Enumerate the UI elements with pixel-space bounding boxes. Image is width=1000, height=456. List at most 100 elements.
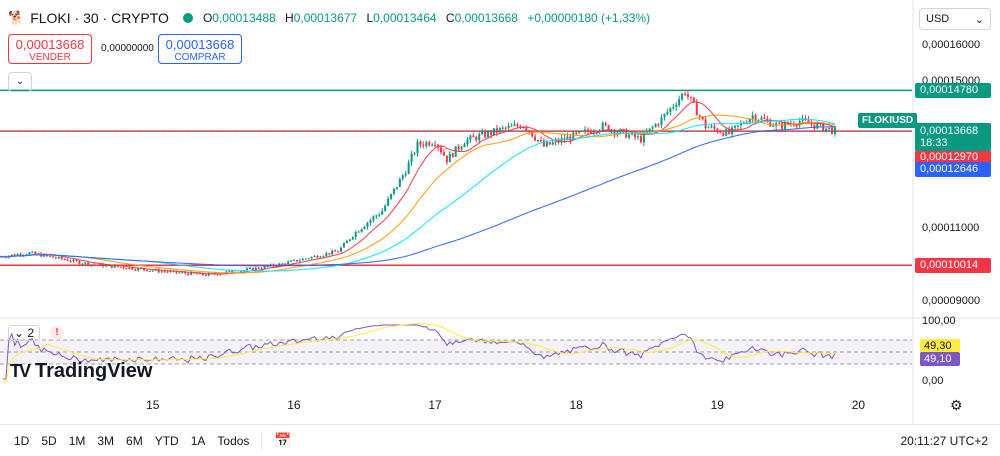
candle-body (96, 264, 99, 266)
gear-icon[interactable]: ⚙ (950, 397, 963, 413)
candle-body (607, 125, 610, 132)
candle-body (528, 130, 531, 133)
buy-button[interactable]: 0,00013668 COMPRAR (158, 34, 242, 64)
candle-body (816, 123, 819, 129)
candle-body (634, 132, 637, 138)
current-price-tag: 0,00013668 18:33 (915, 123, 991, 152)
candle-body (260, 268, 263, 270)
candle-body (481, 131, 484, 135)
candle-body (551, 142, 554, 145)
timeframe-1m[interactable]: 1M (68, 433, 86, 448)
candle-body (334, 250, 337, 252)
candle-body (678, 99, 681, 106)
clock[interactable]: 20:11:27 UTC+2 (900, 433, 989, 448)
timeframe-3m[interactable]: 3M (97, 433, 115, 448)
tradingview-logo[interactable]: TV TradingView (10, 360, 152, 383)
candle-body (663, 113, 666, 118)
candle-body (146, 269, 148, 272)
chevron-down-icon: ⌄ (974, 14, 984, 26)
candle-body (769, 120, 772, 127)
candle-body (272, 264, 275, 266)
sell-button[interactable]: 0,00013668 VENDER (8, 34, 92, 64)
low-value: 0,00013464 (373, 11, 437, 25)
candle-body (34, 251, 37, 254)
calendar-icon[interactable]: 📅 (274, 432, 292, 448)
timeframe-6m[interactable]: 6M (126, 433, 143, 448)
candle-body (442, 152, 445, 156)
rsi-collapse-button[interactable]: ⌄ 2 (8, 325, 40, 341)
candle-body (657, 124, 660, 126)
candle-body (772, 125, 775, 127)
candle-body (328, 253, 331, 255)
candle-body (287, 261, 290, 265)
candle-body (366, 222, 369, 227)
price-tag: 0,00012646 (915, 161, 991, 177)
candle-body (404, 173, 407, 176)
candle-body (363, 226, 366, 230)
timeframe-5d[interactable]: 5D (41, 433, 57, 448)
candle-body (345, 240, 348, 244)
timeframe-ytd[interactable]: YTD (154, 433, 179, 448)
bottom-toolbar: 1D 5D 1M 3M 6M YTD 1A Todos 📅 20:11:27 UTC+2 (0, 424, 1000, 456)
candle-body (331, 250, 334, 255)
candle-body (125, 268, 128, 270)
candle-body (313, 255, 316, 257)
candle-body (178, 272, 181, 274)
candle-body (231, 270, 234, 273)
candle-body (572, 132, 575, 141)
candle-body (639, 136, 642, 143)
candle-body (401, 175, 404, 179)
toolbar-divider (261, 431, 263, 450)
time-axis-label: 19 (710, 398, 724, 412)
candle-body (560, 138, 563, 143)
candle-body (539, 140, 542, 142)
candle-body (284, 263, 287, 265)
candle-body (248, 267, 251, 269)
candle-body (342, 243, 345, 248)
candle-body (407, 162, 410, 174)
candle-body (619, 129, 622, 133)
candle-body (90, 264, 93, 266)
chevron-down-icon: ⌄ (13, 326, 25, 340)
candle-body (454, 146, 457, 157)
candle-body (716, 128, 719, 133)
candle-body (63, 258, 66, 260)
candle-body (207, 273, 210, 276)
candle-body (610, 130, 613, 132)
candle-body (122, 267, 125, 269)
timeframe-1d[interactable]: 1D (14, 433, 30, 448)
candle-body (463, 144, 466, 148)
candle-body (195, 273, 198, 275)
candle-body (498, 127, 501, 133)
price-tag: 0,00010014 (915, 258, 991, 274)
candle-body (348, 239, 351, 241)
collapse-legend-button[interactable]: ⌄ (8, 72, 32, 92)
candle-body (390, 193, 393, 199)
candle-body (254, 267, 257, 271)
currency-select[interactable]: USD ⌄ (919, 8, 991, 30)
candle-body (448, 153, 451, 163)
candle-body (754, 115, 757, 121)
candle-body (281, 263, 284, 265)
symbol-title[interactable]: FLOKI · 30 · CRYPTO (30, 10, 169, 26)
candle-body (66, 259, 69, 261)
candle-body (128, 267, 131, 269)
warning-icon[interactable]: ! (50, 326, 64, 340)
timeframe-1a[interactable]: 1A (190, 433, 206, 448)
candle-body (387, 198, 390, 206)
candle-body (825, 128, 828, 132)
timeframe-todos[interactable]: Todos (217, 433, 250, 448)
close-value: 0,00013668 (454, 11, 518, 25)
candle-body (87, 262, 90, 266)
current-price: 0,00013668 (920, 125, 979, 138)
candle-body (513, 124, 516, 126)
candle-body (257, 267, 260, 269)
candle-body (501, 127, 504, 129)
candle-body (25, 254, 28, 256)
candle-body (701, 116, 704, 120)
candle-body (395, 187, 398, 189)
time-axis-label: 16 (287, 398, 301, 412)
candle-body (240, 271, 243, 273)
candle-body (422, 144, 425, 147)
